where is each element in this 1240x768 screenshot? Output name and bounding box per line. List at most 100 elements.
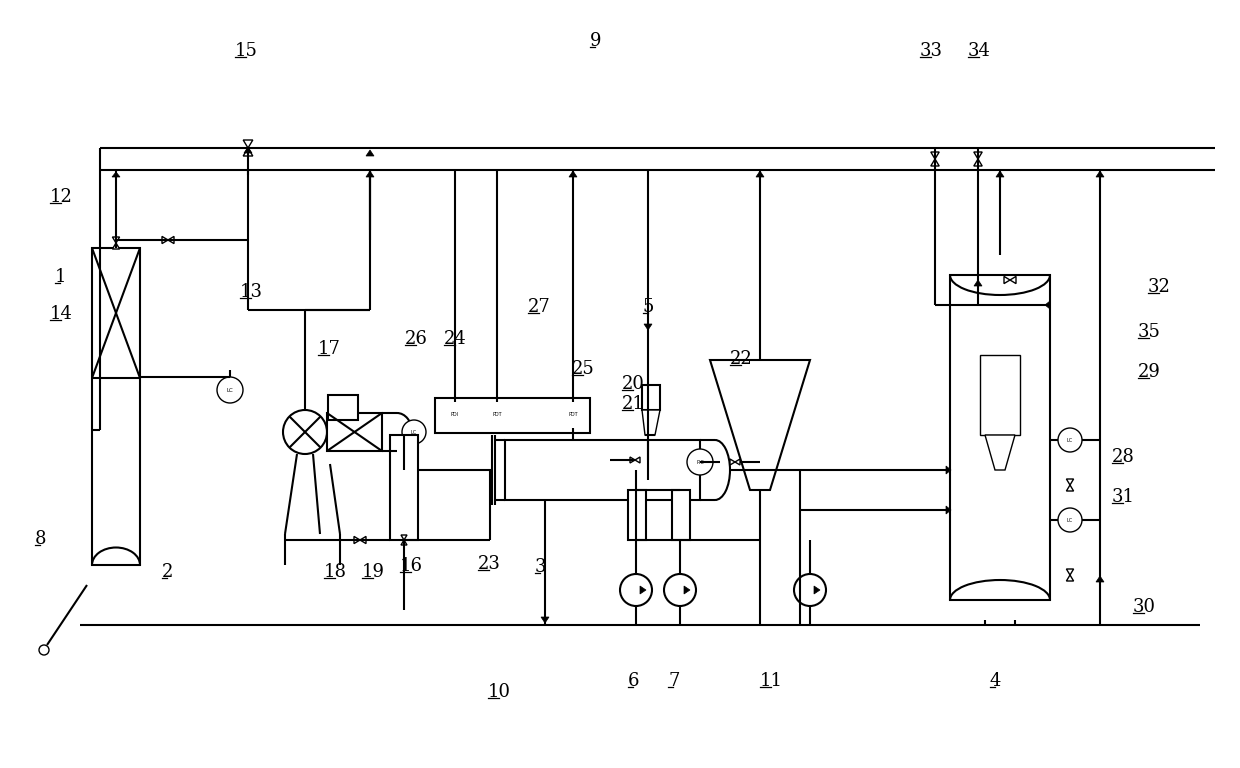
- Polygon shape: [1096, 171, 1104, 177]
- Polygon shape: [985, 435, 1016, 470]
- Polygon shape: [973, 280, 982, 286]
- Text: 31: 31: [1112, 488, 1135, 506]
- Polygon shape: [162, 237, 167, 243]
- Text: 19: 19: [362, 563, 384, 581]
- Polygon shape: [244, 147, 252, 153]
- Polygon shape: [353, 536, 360, 544]
- Circle shape: [283, 410, 327, 454]
- Text: 1: 1: [55, 268, 67, 286]
- Text: PDT: PDT: [492, 412, 502, 418]
- Circle shape: [1058, 508, 1083, 532]
- Text: 22: 22: [730, 350, 753, 368]
- Polygon shape: [1011, 276, 1016, 283]
- Text: 33: 33: [920, 42, 942, 60]
- Bar: [505, 440, 701, 500]
- Text: 8: 8: [35, 530, 47, 548]
- Text: 14: 14: [50, 305, 73, 323]
- Polygon shape: [366, 171, 374, 177]
- Polygon shape: [931, 152, 939, 159]
- Text: LC: LC: [1066, 438, 1073, 442]
- Polygon shape: [756, 171, 764, 177]
- Polygon shape: [401, 535, 407, 540]
- Circle shape: [687, 449, 713, 475]
- Polygon shape: [973, 159, 982, 166]
- Text: 32: 32: [1148, 278, 1171, 296]
- Bar: [391, 435, 418, 540]
- Polygon shape: [946, 506, 951, 514]
- Polygon shape: [640, 586, 646, 594]
- Text: 5: 5: [644, 298, 655, 316]
- Polygon shape: [996, 171, 1004, 177]
- Polygon shape: [711, 360, 810, 490]
- Text: 11: 11: [760, 672, 782, 690]
- Polygon shape: [931, 159, 939, 166]
- Polygon shape: [366, 150, 374, 156]
- Circle shape: [38, 645, 50, 655]
- Circle shape: [620, 574, 652, 606]
- Text: 9: 9: [590, 32, 601, 50]
- Text: LC: LC: [227, 388, 233, 392]
- Polygon shape: [642, 410, 660, 435]
- Polygon shape: [360, 536, 366, 544]
- Polygon shape: [113, 237, 119, 243]
- Text: 18: 18: [324, 563, 347, 581]
- Polygon shape: [541, 617, 549, 623]
- Text: 24: 24: [444, 330, 466, 348]
- Polygon shape: [973, 152, 982, 159]
- Polygon shape: [1066, 569, 1074, 575]
- Text: 7: 7: [668, 672, 680, 690]
- Text: LC: LC: [410, 429, 417, 435]
- Circle shape: [663, 574, 696, 606]
- Text: 23: 23: [477, 555, 501, 573]
- Bar: [329, 395, 358, 420]
- Bar: [92, 248, 140, 565]
- Polygon shape: [630, 457, 635, 463]
- Polygon shape: [1066, 485, 1074, 491]
- Text: 25: 25: [572, 360, 595, 378]
- Text: 16: 16: [401, 557, 423, 575]
- Polygon shape: [635, 457, 640, 463]
- Text: 35: 35: [1138, 323, 1161, 341]
- Polygon shape: [243, 148, 253, 156]
- Text: 26: 26: [405, 330, 428, 348]
- Polygon shape: [1096, 576, 1104, 582]
- Text: LC: LC: [1066, 518, 1073, 522]
- Text: 13: 13: [241, 283, 263, 301]
- Text: 3: 3: [534, 558, 547, 576]
- Polygon shape: [1004, 276, 1011, 283]
- Polygon shape: [569, 171, 577, 177]
- Polygon shape: [401, 540, 407, 545]
- Circle shape: [560, 402, 587, 428]
- Polygon shape: [813, 586, 820, 594]
- Text: 27: 27: [528, 298, 551, 316]
- Bar: [642, 385, 660, 410]
- Circle shape: [441, 402, 467, 428]
- Polygon shape: [167, 237, 174, 243]
- Circle shape: [402, 420, 427, 444]
- Bar: [672, 490, 689, 540]
- Text: PDT: PDT: [568, 412, 578, 418]
- Polygon shape: [644, 324, 652, 330]
- Polygon shape: [684, 586, 689, 594]
- Text: 10: 10: [489, 683, 511, 701]
- Text: 12: 12: [50, 188, 73, 206]
- Text: 20: 20: [622, 375, 645, 393]
- Polygon shape: [735, 459, 740, 465]
- Circle shape: [217, 377, 243, 403]
- Text: 30: 30: [1133, 598, 1156, 616]
- Text: 28: 28: [1112, 448, 1135, 466]
- Circle shape: [1058, 428, 1083, 452]
- Bar: [950, 275, 1050, 600]
- Polygon shape: [112, 172, 120, 177]
- Polygon shape: [1066, 575, 1074, 581]
- Text: 21: 21: [622, 395, 645, 413]
- Bar: [980, 355, 1021, 435]
- Polygon shape: [946, 466, 951, 474]
- Bar: [327, 413, 382, 451]
- Text: 17: 17: [317, 340, 341, 358]
- Text: 4: 4: [990, 672, 1002, 690]
- Text: 15: 15: [236, 42, 258, 60]
- Circle shape: [484, 402, 510, 428]
- Polygon shape: [113, 243, 119, 249]
- Text: 6: 6: [627, 672, 640, 690]
